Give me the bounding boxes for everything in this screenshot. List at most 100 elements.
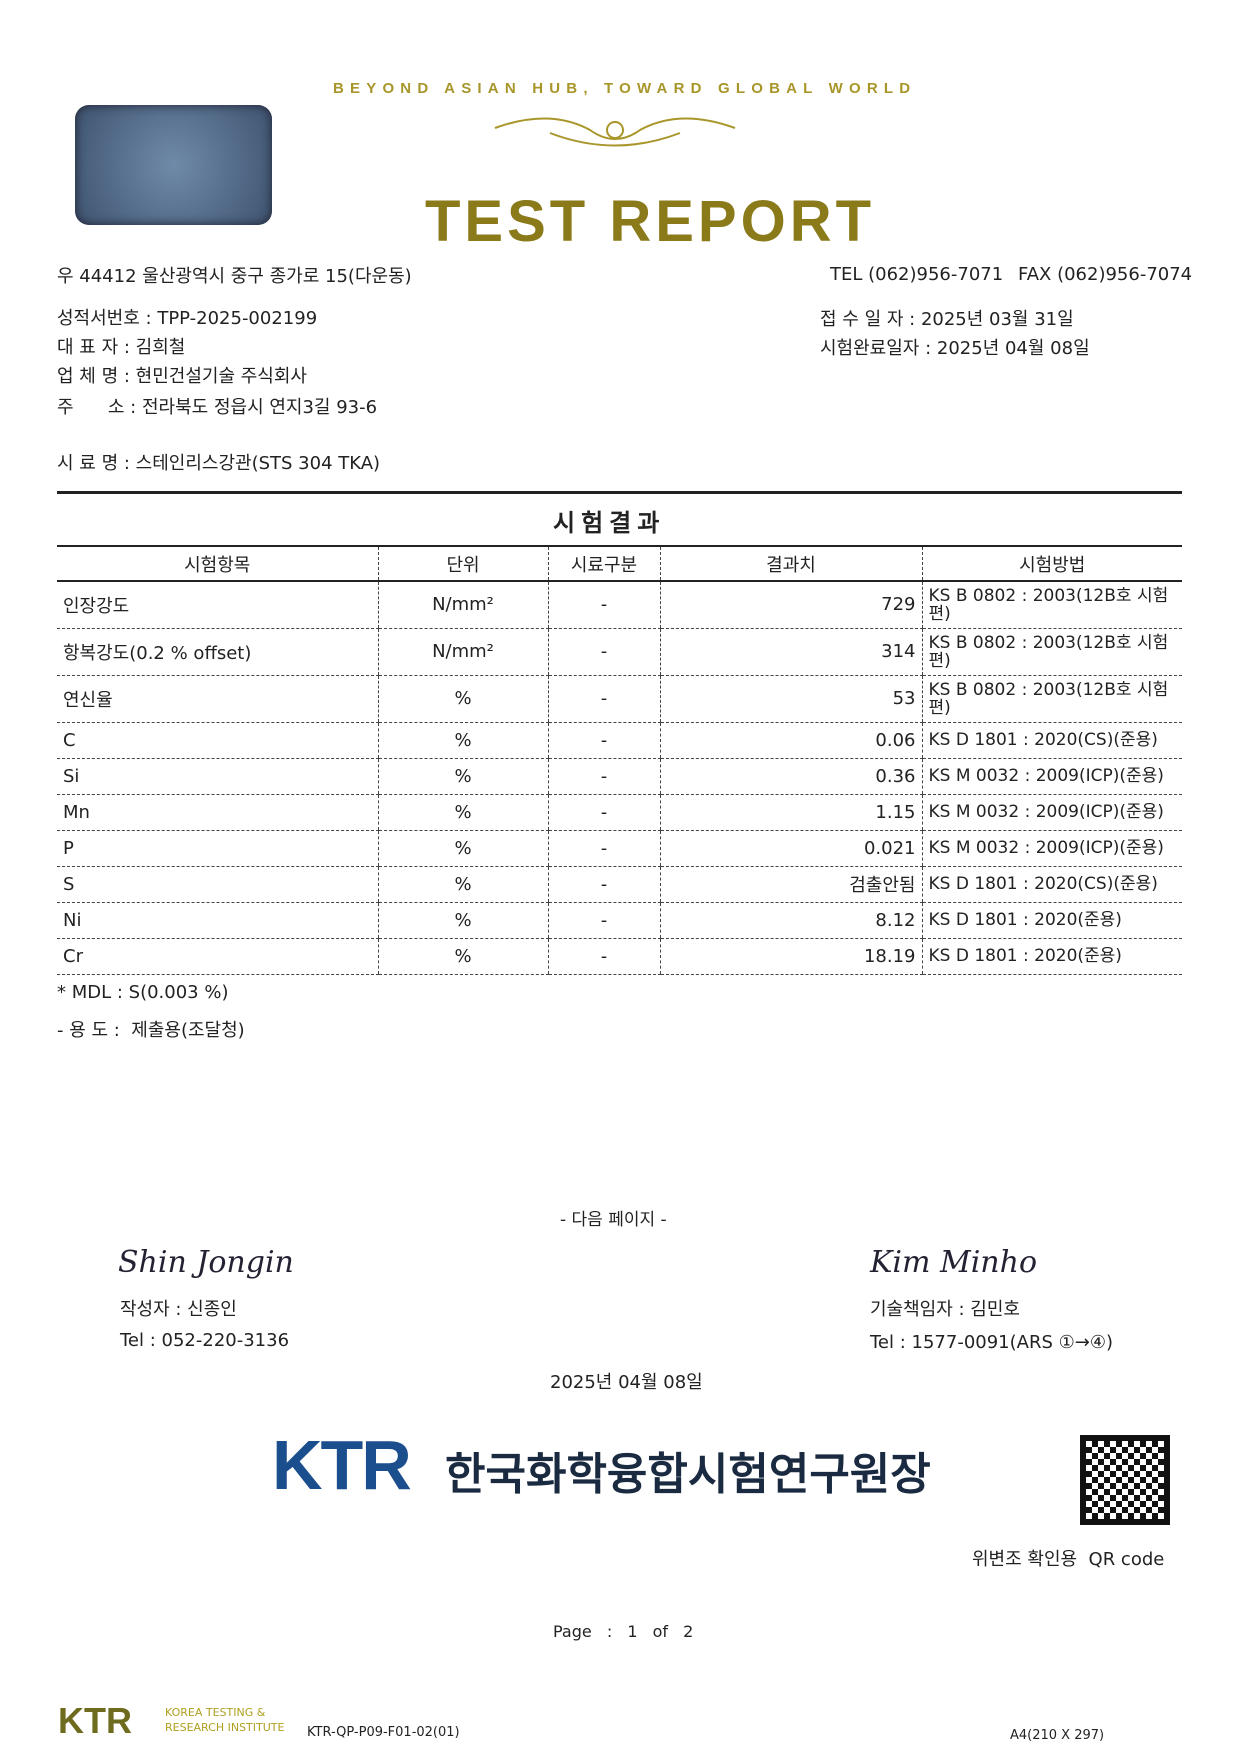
table-cell: % xyxy=(377,866,548,903)
footer-ktr-logo: KTR xyxy=(58,1700,132,1741)
table-cell: 인장강도 xyxy=(57,581,378,629)
page-total: 2 xyxy=(683,1622,694,1641)
label: 시 료 명 : xyxy=(57,453,130,474)
table-cell: % xyxy=(377,722,548,759)
table-row: 항복강도(0.2 % offset) N/mm² -314 KS B 0802 : 2… xyxy=(57,628,1182,676)
label: 시험완료일자 : xyxy=(820,338,932,359)
fax: FAX (062)956-7074 xyxy=(1018,264,1193,285)
table-cell: C xyxy=(57,722,378,759)
table-cell: % xyxy=(377,758,548,795)
table-cell: % xyxy=(377,938,548,975)
table-cell: KS M 0032 : 2009(ICP)(준용) xyxy=(921,830,1182,867)
table-cell: 729 xyxy=(659,581,922,629)
table-cell: P xyxy=(57,830,378,867)
page-title: TEST REPORT xyxy=(425,189,876,254)
table-cell: - xyxy=(547,902,660,939)
representative: 김희철 xyxy=(135,337,186,358)
table-cell: KS B 0802 : 2003(12B호 시험편) xyxy=(921,628,1182,676)
table-cell: % xyxy=(377,675,548,723)
page-current: 1 xyxy=(627,1622,638,1641)
institute-name: 한국화학융합시험연구원장 xyxy=(445,1449,931,1500)
table-cell: - xyxy=(547,758,660,795)
footer-logo-sub: RESEARCH INSTITUTE xyxy=(165,1721,285,1734)
results-table: 시험항목 단위 시료구분 결과치 시험방법 인장강도 N/mm² -729 KS B 0802… xyxy=(57,545,1182,975)
column-header: 시험방법 xyxy=(921,546,1182,582)
author: 작성자 : 신종인 xyxy=(120,1299,237,1320)
table-cell: 1.15 xyxy=(659,794,922,831)
table-cell: - xyxy=(547,866,660,903)
table-cell: 314 xyxy=(659,628,922,676)
table-row: 인장강도 N/mm² -729 KS B 0802 : 2003(12B호 시험편) xyxy=(57,581,1182,629)
report-number: TPP-2025-002199 xyxy=(157,308,318,329)
table-row: Si% -0.36 KS M 0032 : 2009(ICP)(준용) xyxy=(57,758,1182,795)
table-cell: KS D 1801 : 2020(준용) xyxy=(921,938,1182,975)
page-label: Page : xyxy=(553,1622,613,1641)
table-row: Ni% -8.12 KS D 1801 : 2020(준용) xyxy=(57,902,1182,939)
company-address: 전라북도 정읍시 연지3길 93-6 xyxy=(141,397,378,418)
author-tel: Tel : 052-220-3136 xyxy=(120,1330,290,1351)
table-cell: - xyxy=(547,722,660,759)
address: 우 44412 울산광역시 중구 종가로 15(다운동) xyxy=(57,266,412,287)
table-cell: KS B 0802 : 2003(12B호 시험편) xyxy=(921,581,1182,629)
table-cell: Cr xyxy=(57,938,378,975)
label: 주 소 : xyxy=(57,397,137,418)
tel: TEL (062)956-7071 xyxy=(830,264,1004,285)
table-cell: 18.19 xyxy=(659,938,922,975)
table-cell: - xyxy=(547,675,660,723)
label: 접 수 일 자 : xyxy=(820,309,916,330)
table-row: P% -0.021 KS M 0032 : 2009(ICP)(준용) xyxy=(57,830,1182,867)
sample-name: 스테인리스강관(STS 304 TKA) xyxy=(135,453,381,474)
label: 대 표 자 : xyxy=(57,337,130,358)
label: 성적서번호 : xyxy=(57,308,152,329)
mdl-note: * MDL : S(0.003 %) xyxy=(57,982,229,1003)
table-cell: % xyxy=(377,794,548,831)
table-cell: 53 xyxy=(659,675,922,723)
table-cell: KS B 0802 : 2003(12B호 시험편) xyxy=(921,675,1182,723)
table-cell: Si xyxy=(57,758,378,795)
table-cell: Ni xyxy=(57,902,378,939)
table-cell: 항복강도(0.2 % offset) xyxy=(57,628,378,676)
tagline: BEYOND ASIAN HUB, TOWARD GLOBAL WORLD xyxy=(333,80,917,97)
ornament-flourish xyxy=(494,117,736,147)
completed-date: 2025년 04월 08일 xyxy=(936,338,1090,359)
label: 업 체 명 : xyxy=(57,366,130,387)
signature-right: Kim Minho xyxy=(870,1245,1038,1280)
next-page-label: - 다음 페이지 - xyxy=(560,1210,667,1230)
table-cell: % xyxy=(377,902,548,939)
company: 현민건설기술 주식회사 xyxy=(135,366,307,387)
table-cell: 0.36 xyxy=(659,758,922,795)
table-row: S% - 검출안됨 KS D 1801 : 2020(CS)(준용) xyxy=(57,866,1182,903)
table-cell: 8.12 xyxy=(659,902,922,939)
form-code: KTR-QP-P09-F01-02(01) xyxy=(307,1725,460,1740)
qr-label: 위변조 확인용 QR code xyxy=(972,1549,1165,1570)
table-cell: 연신율 xyxy=(57,675,378,723)
paper-size: A4(210 X 297) xyxy=(1010,1728,1105,1743)
table-cell: - xyxy=(547,581,660,629)
ktr-logo: KTR xyxy=(272,1426,412,1504)
table-cell: % xyxy=(377,830,548,867)
received-date: 2025년 03월 31일 xyxy=(920,309,1074,330)
table-cell: KS D 1801 : 2020(준용) xyxy=(921,902,1182,939)
table-cell: - xyxy=(547,794,660,831)
table-row: 연신율% -53 KS B 0802 : 2003(12B호 시험편) xyxy=(57,675,1182,723)
column-header: 결과치 xyxy=(659,546,922,582)
table-cell: 검출안됨 xyxy=(659,866,922,903)
table-cell: 0.06 xyxy=(659,722,922,759)
table-row: Cr% -18.19 KS D 1801 : 2020(준용) xyxy=(57,938,1182,975)
table-cell: S xyxy=(57,866,378,903)
table-cell: 0.021 xyxy=(659,830,922,867)
issue-date: 2025년 04월 08일 xyxy=(550,1372,703,1393)
purpose-note: - 용 도 : 제출용(조달청) xyxy=(57,1020,245,1041)
column-header: 단위 xyxy=(377,546,548,582)
tech-manager: 기술책임자 : 김민호 xyxy=(870,1299,1020,1320)
ktr-hologram-logo xyxy=(75,105,272,225)
table-cell: N/mm² xyxy=(377,581,548,629)
table-cell: - xyxy=(547,830,660,867)
page-of: of xyxy=(652,1622,669,1641)
table-cell: KS M 0032 : 2009(ICP)(준용) xyxy=(921,758,1182,795)
qr-code[interactable] xyxy=(1080,1435,1170,1525)
table-cell: KS M 0032 : 2009(ICP)(준용) xyxy=(921,794,1182,831)
table-row: Mn% -1.15 KS M 0032 : 2009(ICP)(준용) xyxy=(57,794,1182,831)
table-cell: - xyxy=(547,938,660,975)
table-cell: N/mm² xyxy=(377,628,548,676)
